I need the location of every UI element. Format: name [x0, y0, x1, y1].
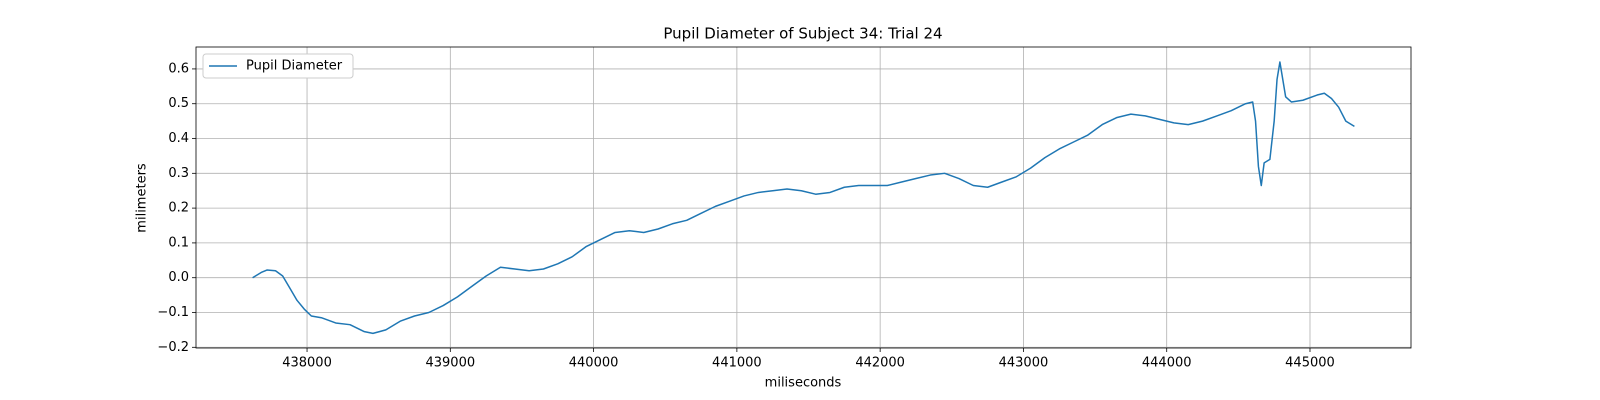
plot-frame [195, 46, 1412, 349]
x-tick-label: 438000 [282, 356, 332, 371]
y-tick-label: 0.2 [168, 201, 189, 216]
x-axis-label: miliseconds [765, 376, 842, 391]
x-tick-label: 439000 [425, 356, 475, 371]
y-tick-label: −0.2 [157, 340, 189, 355]
x-tick-label: 443000 [999, 356, 1049, 371]
y-axis-label: milimeters [135, 163, 150, 233]
legend-label: Pupil Diameter [246, 59, 343, 74]
legend-box [202, 53, 354, 79]
y-tick-label: 0.3 [168, 166, 189, 181]
y-tick-label: 0.0 [168, 270, 189, 285]
x-tick-label: 444000 [1142, 356, 1192, 371]
y-tick-label: 0.1 [168, 235, 189, 250]
x-tick-label: 445000 [1285, 356, 1335, 371]
x-tick-label: 440000 [569, 356, 619, 371]
y-tick-label: 0.6 [168, 61, 189, 76]
x-tick-label: 441000 [712, 356, 762, 371]
chart-title: Pupil Diameter of Subject 34: Trial 24 [663, 25, 942, 43]
y-tick-label: 0.4 [168, 131, 189, 146]
y-tick-label: 0.5 [168, 96, 189, 111]
x-tick-label: 442000 [855, 356, 905, 371]
y-tick-label: −0.1 [157, 305, 189, 320]
data-line [252, 61, 1355, 335]
